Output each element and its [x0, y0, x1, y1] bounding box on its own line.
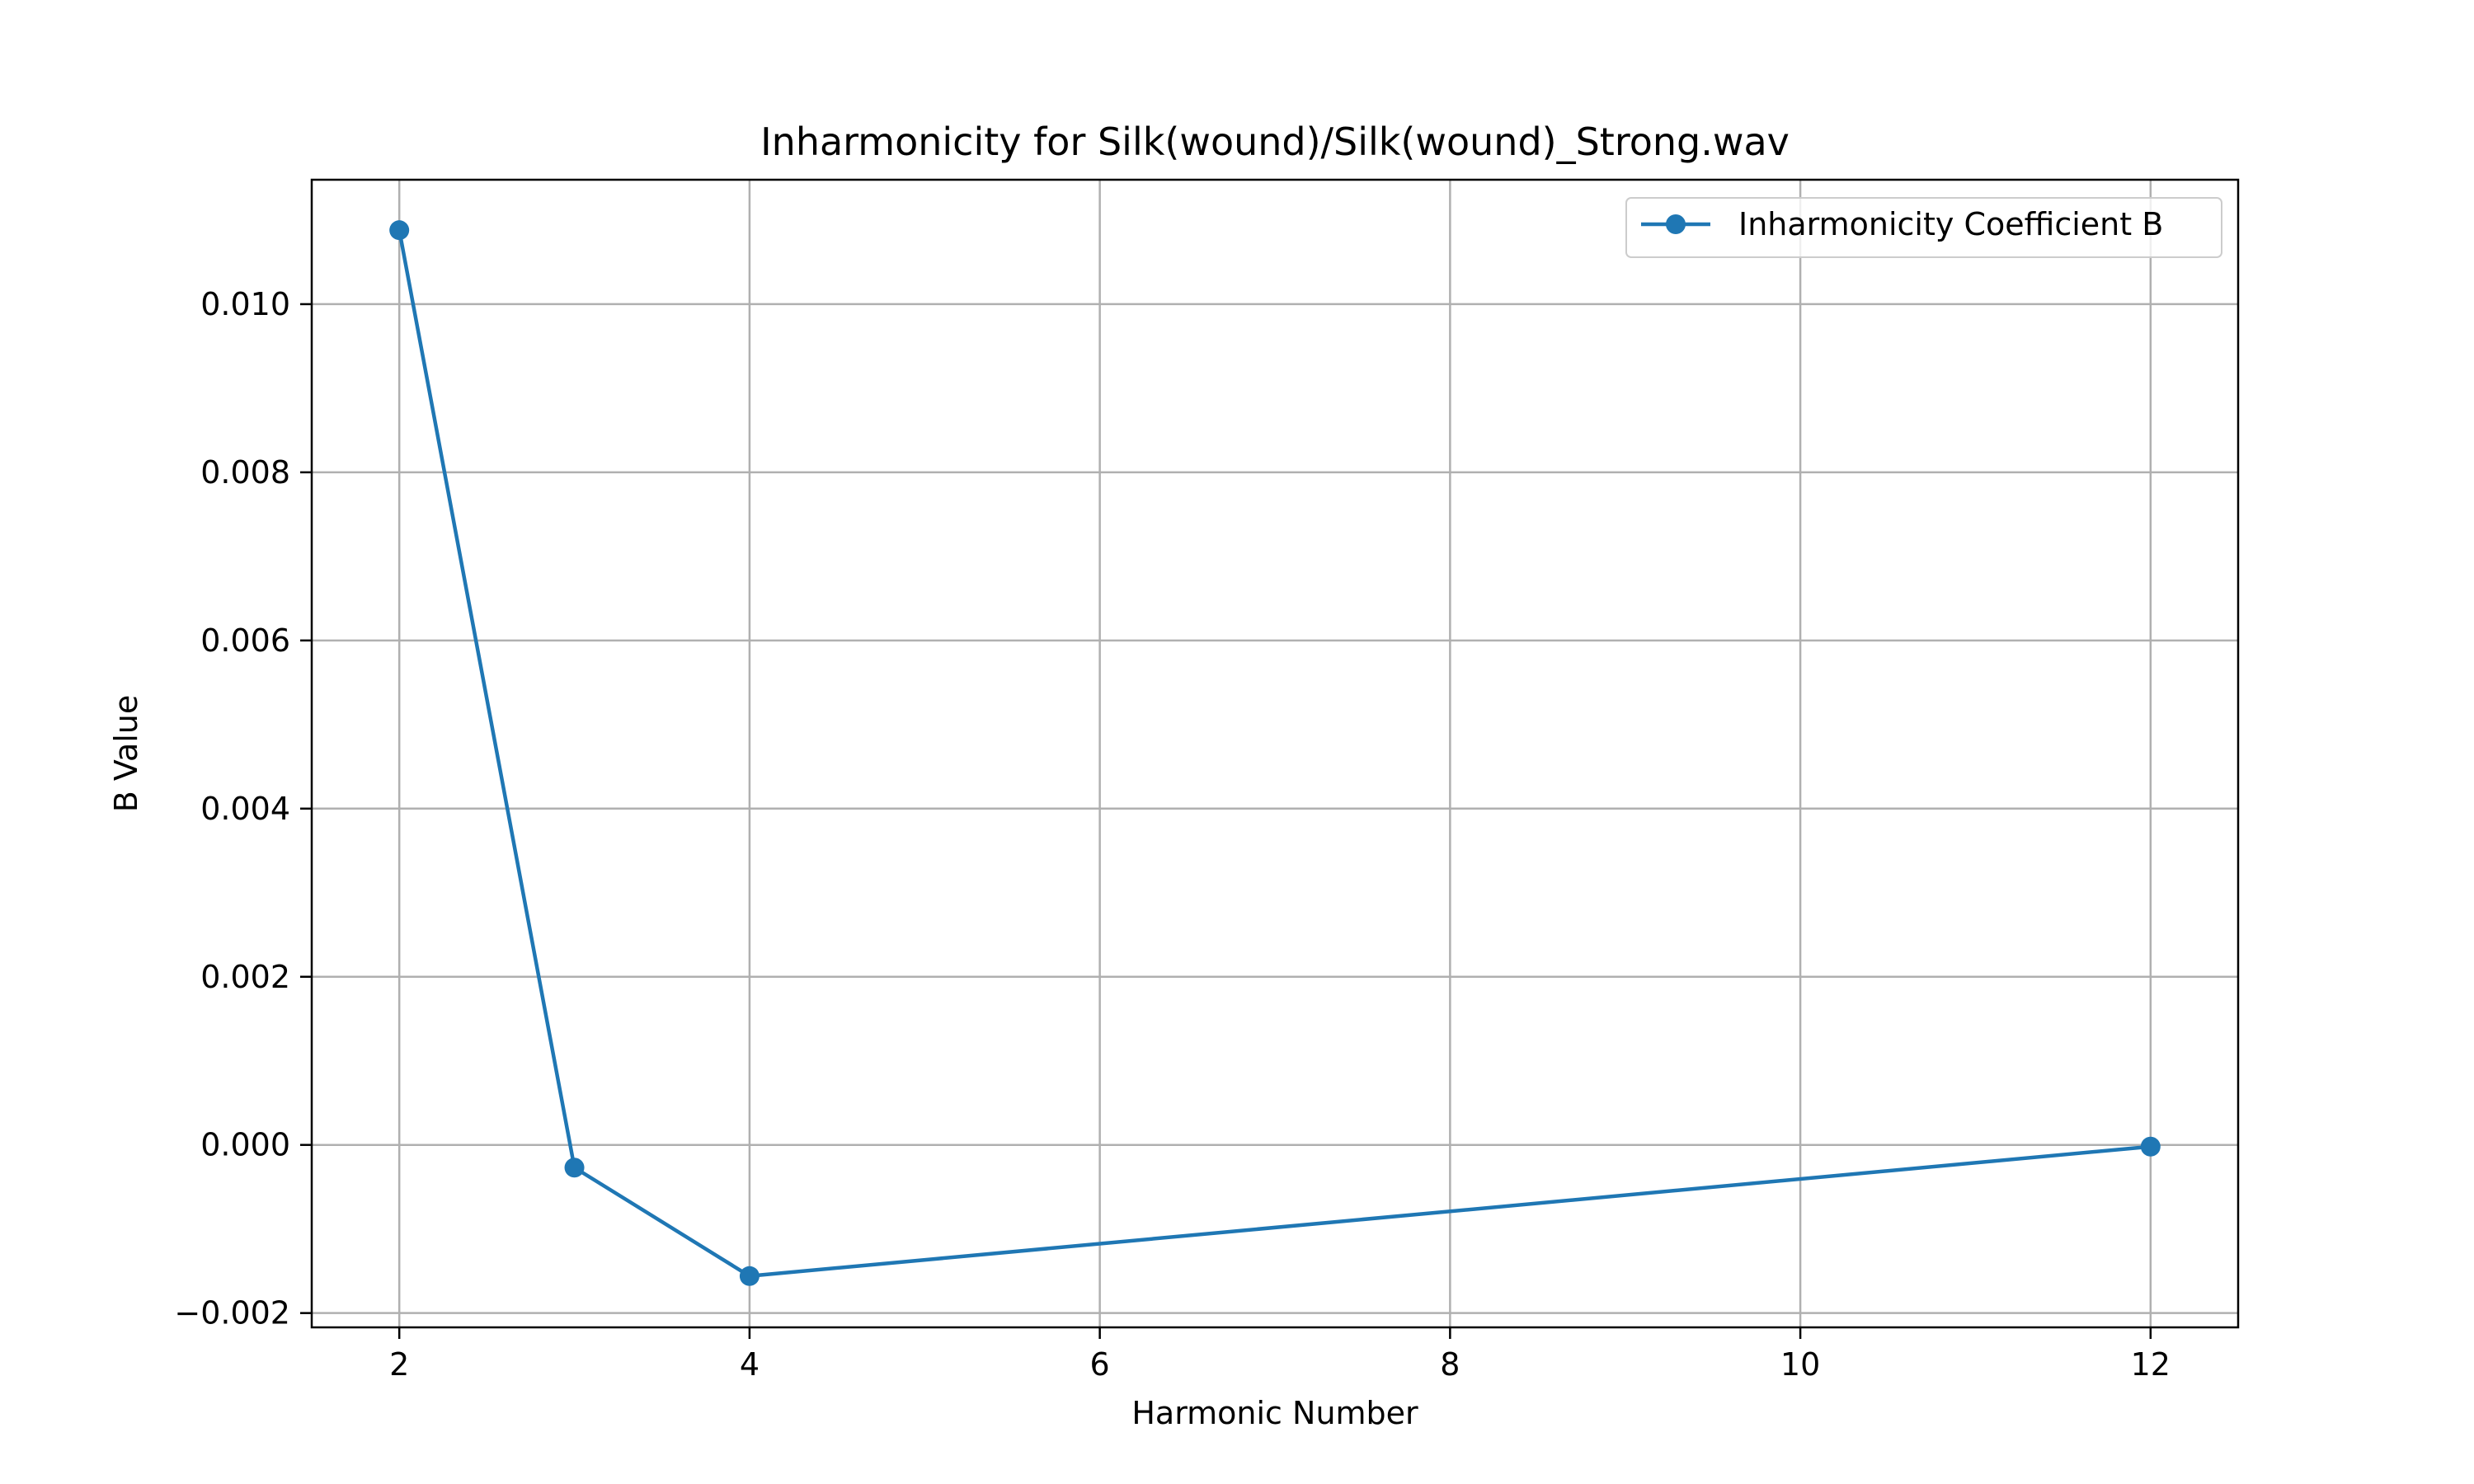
y-tick-label: 0.000: [200, 1127, 290, 1163]
legend-label: Inharmonicity Coefficient B: [1738, 206, 2163, 242]
chart-title: Inharmonicity for Silk(wound)/Silk(wound…: [760, 120, 1790, 164]
legend-box: [1625, 197, 2222, 258]
y-tick-label: 0.006: [200, 622, 290, 659]
legend: Inharmonicity Coefficient B: [1625, 197, 2222, 258]
ticks: 2 4 6 8 10 12 −0.002 0.000 0.002 0.004 0.006 0.008 0…: [174, 286, 2171, 1383]
x-tick-label: 8: [1440, 1346, 1460, 1383]
x-axis-label: Harmonic Number: [1131, 1395, 1418, 1431]
grid: [312, 180, 2238, 1327]
x-tick-label: 4: [740, 1346, 760, 1383]
series-layer: [389, 220, 2161, 1286]
series-line: [397, 229, 2152, 1279]
data-point: [2140, 1136, 2161, 1157]
y-tick-label: 0.010: [200, 286, 290, 322]
data-point: [564, 1158, 585, 1178]
y-tick-label: 0.002: [200, 959, 290, 995]
x-tick-label: 10: [1780, 1346, 1820, 1383]
plot-frame: [310, 178, 2240, 1329]
y-tick-label: 0.008: [200, 454, 290, 491]
y-axis-label: B Value: [108, 695, 144, 813]
x-tick-label: 6: [1090, 1346, 1110, 1383]
data-point: [389, 220, 410, 241]
y-tick-label: 0.004: [200, 791, 290, 827]
x-tick-label: 12: [2131, 1346, 2171, 1383]
x-tick-label: 2: [389, 1346, 409, 1383]
y-tick-label: −0.002: [174, 1295, 290, 1331]
legend-marker-icon: [1666, 214, 1686, 234]
data-point: [739, 1266, 760, 1286]
